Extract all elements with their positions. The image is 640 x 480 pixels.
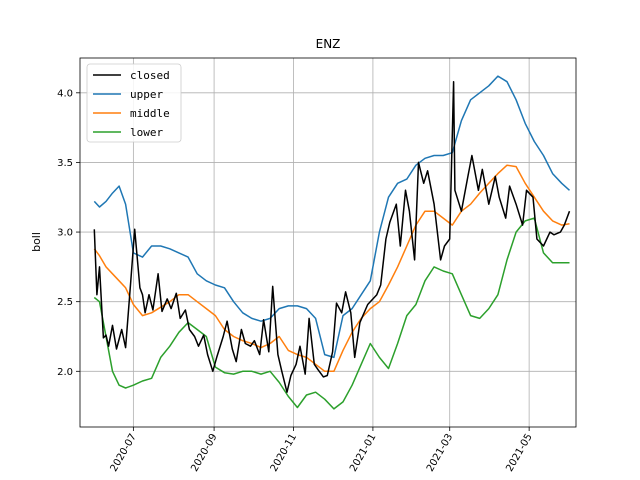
- y-tick-label: 3.0: [57, 228, 73, 239]
- y-tick-label: 4.0: [57, 88, 73, 99]
- series-line-lower: [93, 217, 570, 410]
- legend-label-lower: lower: [130, 126, 163, 139]
- y-tick-label: 3.5: [57, 158, 73, 169]
- y-tick-label: 2.0: [57, 367, 73, 378]
- legend-label-middle: middle: [130, 107, 170, 120]
- series-line-upper: [93, 75, 571, 359]
- legend-box: [86, 63, 182, 143]
- y-axis: 2.0 2.5 3.0 3.5 4.0: [57, 88, 80, 378]
- plot-frame: [79, 57, 577, 428]
- chart-title: ENZ: [316, 37, 341, 51]
- grid: [80, 58, 576, 427]
- series-line-middle: [93, 164, 570, 373]
- legend-label-upper: upper: [130, 88, 163, 101]
- series-layer: [93, 75, 571, 410]
- legend-label-closed: closed: [130, 69, 170, 82]
- series-line-closed: [93, 80, 571, 393]
- y-axis-label: boll: [30, 232, 43, 252]
- legend: closed upper middle lower: [86, 63, 182, 143]
- y-tick-label: 2.5: [57, 297, 73, 308]
